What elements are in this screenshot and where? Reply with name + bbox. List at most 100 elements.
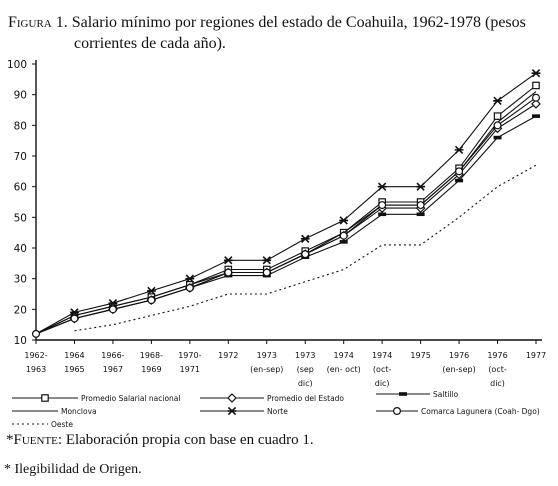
x-tick-label: 1973 (en-sep) xyxy=(250,351,283,374)
data-point xyxy=(532,81,540,90)
legend-item: Promedio del Estado xyxy=(200,393,344,403)
data-point xyxy=(416,212,425,217)
x-tick-label-line: 1972 xyxy=(218,351,238,360)
x-tick-label: 1977 xyxy=(526,351,546,360)
series-line xyxy=(35,91,537,335)
x-tick-label: 1973 (sep dic) xyxy=(295,351,315,388)
data-point xyxy=(454,145,464,155)
x-tick-label-line: 1977 xyxy=(526,351,546,360)
data-point xyxy=(300,234,310,243)
x-tick-label-line: 1963 xyxy=(26,365,46,374)
data-point xyxy=(70,314,79,323)
legend-marker xyxy=(227,393,237,403)
legend-item: Norte xyxy=(200,406,288,416)
x-tick-label: 1976 (oct-dic) xyxy=(487,351,507,388)
legend-marker xyxy=(399,392,407,396)
x-tick-label-line: 1976 xyxy=(487,351,507,360)
legend-item: Monclova xyxy=(12,407,97,416)
series-line xyxy=(35,72,537,335)
data-point xyxy=(378,201,387,210)
chart-axes: 10 20 30 40 50 60 70 80 90 100 xyxy=(7,59,542,347)
title-line-1: Salario mínimo por regiones del estado d… xyxy=(71,14,526,31)
x-tick-label-line: 1969 xyxy=(141,365,161,374)
data-point xyxy=(108,305,117,314)
x-tick-label: 1970- 1971 xyxy=(178,351,201,374)
x-tick-label-line: 1965 xyxy=(64,365,84,374)
data-point xyxy=(416,201,425,210)
y-tick-label: 80 xyxy=(14,120,27,132)
data-point xyxy=(262,256,272,265)
data-point xyxy=(70,308,79,317)
data-point xyxy=(531,99,541,109)
chart-legend: Promedio Salarial nacional Promedio del E… xyxy=(12,390,540,429)
title-line-2: corrientes de cada año). xyxy=(74,35,226,52)
chart-title: Figura 1. Salario mínimo por regiones de… xyxy=(8,12,554,54)
x-tick-label-line: 1968- xyxy=(140,351,163,360)
x-tick-label-line: 1973 xyxy=(257,351,277,360)
series-1 xyxy=(35,99,541,335)
data-point xyxy=(532,114,540,118)
data-point xyxy=(339,231,348,240)
data-point xyxy=(455,167,464,176)
chart-series-group xyxy=(31,69,541,338)
x-tick-label-line: 1974 xyxy=(334,351,354,360)
legend-marker xyxy=(393,407,402,416)
x-tick-label: 1974 (en- oct) xyxy=(327,351,361,374)
data-point xyxy=(262,268,271,277)
x-tick-label: 1974 (oct-dic) xyxy=(372,351,392,388)
y-tick-label: 50 xyxy=(14,212,27,224)
series-5 xyxy=(35,93,540,335)
x-tick-label-line: (oct- xyxy=(373,365,392,374)
x-tick-label-line: 1964 xyxy=(64,351,84,360)
source-line: *Fuente: Elaboración propia con base en … xyxy=(6,432,314,449)
series-line xyxy=(35,97,537,335)
data-point xyxy=(147,296,156,305)
legend-marker xyxy=(41,394,49,402)
y-tick-label: 60 xyxy=(14,182,27,194)
legend-label: Norte xyxy=(267,407,288,416)
legend-item: Comarca Lagunera (Coah- Dgo) xyxy=(376,407,540,416)
source-text: Elaboración propia con base en cuadro 1. xyxy=(65,432,314,448)
legend-label: Comarca Lagunera (Coah- Dgo) xyxy=(421,407,540,416)
figure-label: Figura 1. xyxy=(8,14,68,31)
legend-label: Saltillo xyxy=(433,390,459,399)
x-tick-label-line: 1970- xyxy=(178,351,201,360)
x-tick-label-line: (oct- xyxy=(488,365,507,374)
legend-item: Oeste xyxy=(12,420,73,429)
data-point xyxy=(301,250,310,259)
data-point xyxy=(493,112,502,120)
x-tick-label-line: 1974 xyxy=(372,351,392,360)
data-point xyxy=(108,299,118,308)
data-point xyxy=(339,216,349,225)
data-point xyxy=(377,182,387,191)
legend-item: Promedio Salarial nacional xyxy=(12,394,180,403)
data-point xyxy=(455,178,464,183)
data-point xyxy=(493,135,502,140)
series-3 xyxy=(35,91,537,335)
legend-item: Saltillo xyxy=(376,390,459,399)
data-point xyxy=(493,121,502,130)
x-tick-label: 1976 (en-sep) xyxy=(442,351,475,374)
series-line xyxy=(35,103,537,335)
legend-marker xyxy=(227,406,237,416)
legend-label: Oeste xyxy=(51,420,73,429)
x-tick-label-line: (sep xyxy=(297,365,314,374)
series-0 xyxy=(35,81,540,335)
data-point xyxy=(223,256,233,265)
x-tick-label: 1968- 1969 xyxy=(140,351,163,374)
x-tick-label-line: 1967 xyxy=(103,365,123,374)
data-point xyxy=(531,69,541,78)
legend-label: Promedio Salarial nacional xyxy=(81,394,180,403)
y-tick-label: 20 xyxy=(14,304,27,316)
data-point xyxy=(185,283,194,292)
legend-label: Promedio del Estado xyxy=(267,394,344,403)
x-tick-labels: 1962- 1963 1964 1965 1966- 1967 1968- 1969 1970-… xyxy=(24,351,546,388)
data-point xyxy=(146,286,156,296)
x-tick-label-line: dic) xyxy=(298,379,313,388)
x-tick-label-line: 1966- xyxy=(101,351,124,360)
y-tick-label: 30 xyxy=(14,274,27,286)
x-tick-label-line: 1975 xyxy=(410,351,430,360)
x-tick-label-line: 1973 xyxy=(295,351,315,360)
x-tick-label-line: (en-sep) xyxy=(442,365,475,374)
